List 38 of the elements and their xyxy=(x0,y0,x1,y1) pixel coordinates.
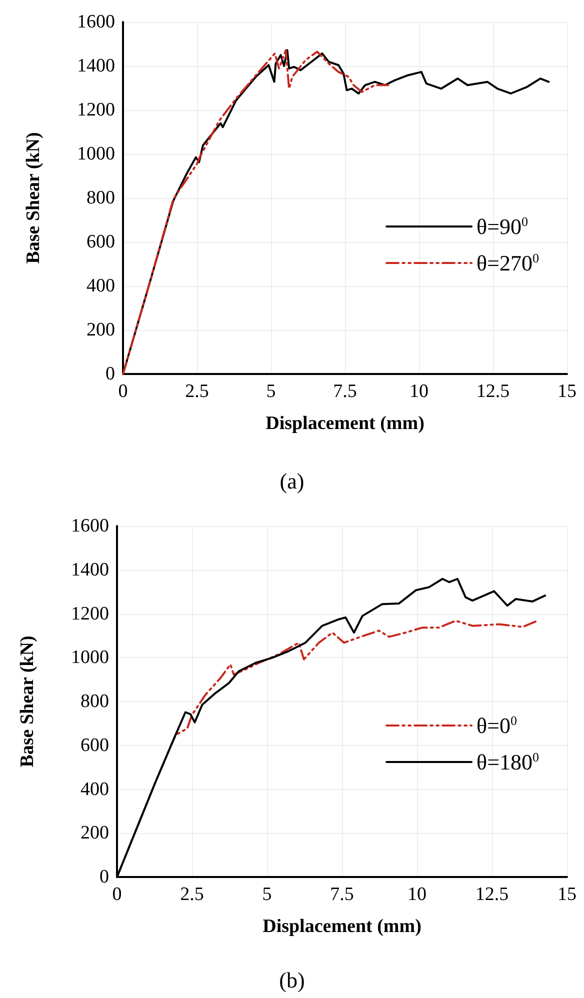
y-tick-label: 800 xyxy=(80,691,109,712)
x-tick-label: 15 xyxy=(558,381,576,402)
y-tick-label: 800 xyxy=(86,188,115,208)
text: (b) xyxy=(279,968,305,992)
y-tick-label: 0 xyxy=(106,364,115,384)
y-tick-label: 1200 xyxy=(71,603,109,624)
y-tick-label: 600 xyxy=(86,232,115,252)
y-tick-label: 400 xyxy=(80,778,109,800)
x-axis-title: Displacement (mm) xyxy=(266,413,424,434)
y-tick-label: 1000 xyxy=(71,647,109,668)
x-tick-label: 5 xyxy=(262,884,272,905)
x-tick-label: 15 xyxy=(558,884,576,905)
text: (a) xyxy=(280,468,304,494)
y-tick-label: 1200 xyxy=(77,100,115,120)
y-tick-label: 200 xyxy=(86,320,115,340)
y-axis-title: Base Shear (kN) xyxy=(23,132,44,264)
x-tick-label: 10 xyxy=(410,381,428,402)
x-tick-label: 2.5 xyxy=(185,381,209,402)
x-tick-label: 12.5 xyxy=(475,884,509,905)
x-tick-label: 0 xyxy=(118,381,128,402)
x-tick-label: 2.5 xyxy=(180,884,204,905)
y-tick-label: 0 xyxy=(100,866,109,888)
y-tick-label: 1400 xyxy=(77,56,115,76)
x-tick-label: 7.5 xyxy=(333,381,357,402)
x-tick-label: 5 xyxy=(266,381,276,402)
x-tick-label: 10 xyxy=(408,884,426,905)
y-tick-label: 1600 xyxy=(71,516,109,536)
y-tick-label: 1600 xyxy=(77,12,115,32)
y-tick-label: 400 xyxy=(86,276,115,296)
y-tick-label: 1400 xyxy=(71,559,109,580)
y-tick-label: 200 xyxy=(80,822,109,844)
x-tick-label: 12.5 xyxy=(476,381,510,402)
y-tick-label: 600 xyxy=(80,734,109,756)
x-axis-title: Displacement (mm) xyxy=(262,916,422,937)
line-series xyxy=(122,49,390,375)
y-tick-label: 1000 xyxy=(77,144,115,164)
x-tick-label: 7.5 xyxy=(330,884,354,905)
y-axis-title: Base Shear (kN) xyxy=(17,636,38,768)
